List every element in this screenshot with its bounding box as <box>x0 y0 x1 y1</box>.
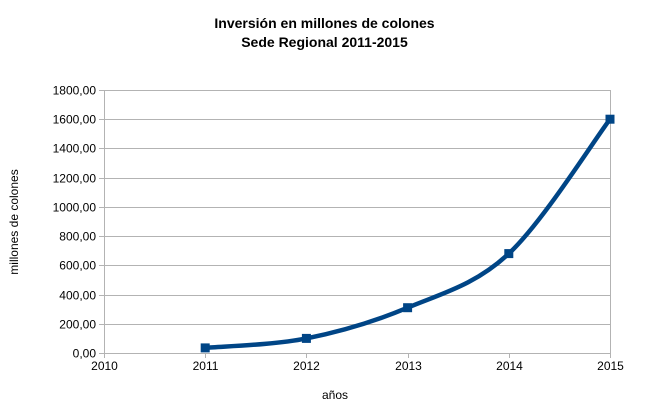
y-tick-label: 1400,00 <box>53 142 97 156</box>
x-tick-label: 2015 <box>597 359 624 373</box>
y-tick-label: 1800,00 <box>53 84 97 98</box>
y-tick-label: 1600,00 <box>53 113 97 127</box>
chart-title-line1: Inversión en millones de colones <box>214 15 435 31</box>
y-tick-label: 200,00 <box>59 318 96 332</box>
chart-title-line2: Sede Regional 2011-2015 <box>241 34 408 50</box>
data-point-marker <box>504 249 514 259</box>
y-tick-label: 800,00 <box>59 230 96 244</box>
series-line <box>202 116 613 351</box>
y-tick-label: 400,00 <box>59 289 96 303</box>
x-tick-label: 2014 <box>496 359 523 373</box>
data-point-marker <box>301 333 311 343</box>
x-tick-label: 2010 <box>91 359 118 373</box>
data-point-marker <box>200 343 210 353</box>
x-tick-label: 2012 <box>293 359 320 373</box>
y-tick-label: 1200,00 <box>53 172 97 186</box>
x-axis-title: años <box>321 388 349 402</box>
data-point-marker <box>605 114 615 124</box>
y-tick-label: 1000,00 <box>53 201 97 215</box>
y-tick-label: 0,00 <box>73 347 97 361</box>
chart-title: Inversión en millones de colones Sede Re… <box>0 14 649 52</box>
y-tick-label: 600,00 <box>59 259 96 273</box>
data-point-marker <box>403 303 413 313</box>
x-tick-label: 2013 <box>395 359 422 373</box>
x-tick-label: 2011 <box>193 359 219 373</box>
